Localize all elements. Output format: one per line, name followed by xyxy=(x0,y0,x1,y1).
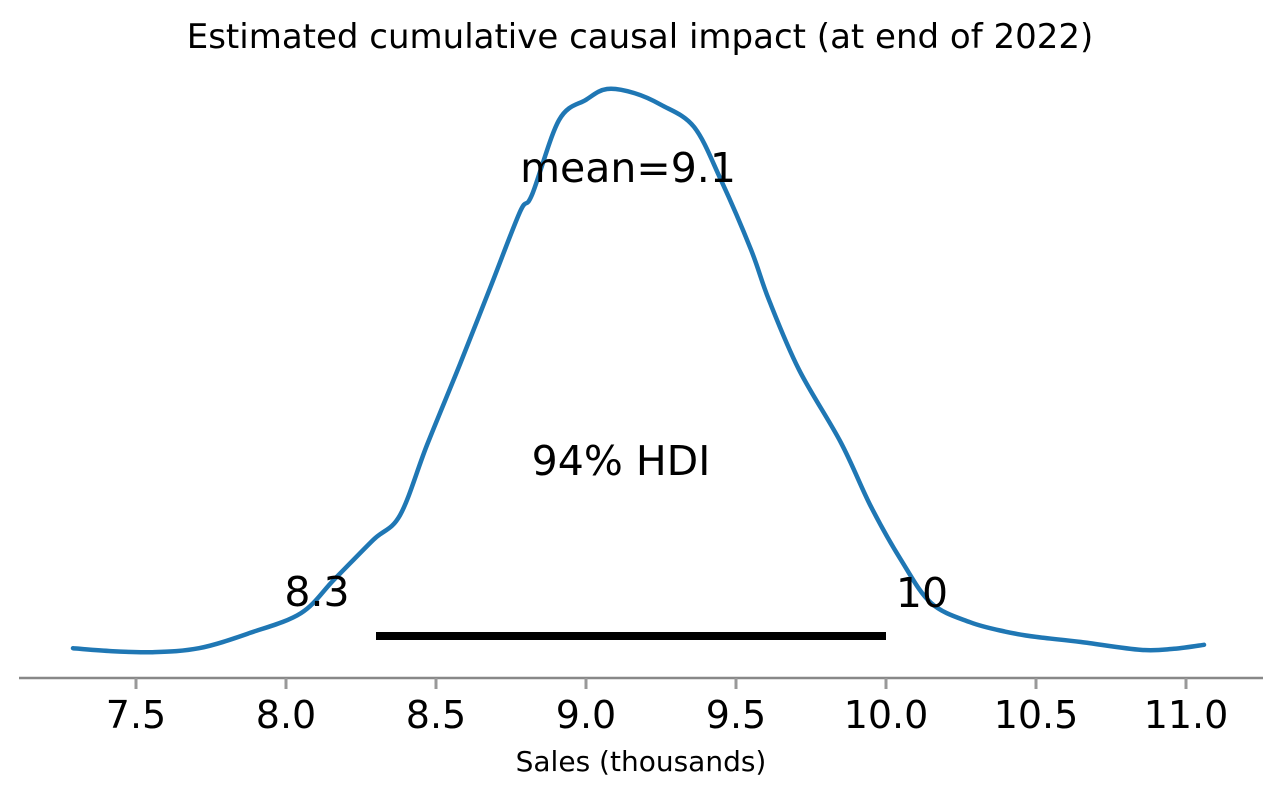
mean-annotation: mean=9.1 xyxy=(520,144,736,192)
x-tick-label: 7.5 xyxy=(106,693,166,737)
hdi-lower-label: 8.3 xyxy=(284,568,349,616)
x-tick-label: 9.0 xyxy=(556,693,616,737)
kde-curve xyxy=(70,86,1207,655)
x-tick-label: 9.5 xyxy=(706,693,766,737)
x-axis-label: Sales (thousands) xyxy=(516,745,767,778)
x-axis-ticks: 7.5 8.0 8.5 9.0 9.5 10.0 10.5 11.0 xyxy=(106,678,1229,737)
x-tick-label: 10.0 xyxy=(844,693,929,737)
x-tick-label: 8.5 xyxy=(406,693,466,737)
hdi-annotation: 94% HDI xyxy=(532,437,711,485)
hdi-upper-label: 10 xyxy=(896,569,948,617)
chart-title: Estimated cumulative causal impact (at e… xyxy=(187,17,1094,57)
x-tick-label: 11.0 xyxy=(1144,693,1229,737)
x-tick-label: 8.0 xyxy=(256,693,316,737)
x-tick-label: 10.5 xyxy=(994,693,1079,737)
